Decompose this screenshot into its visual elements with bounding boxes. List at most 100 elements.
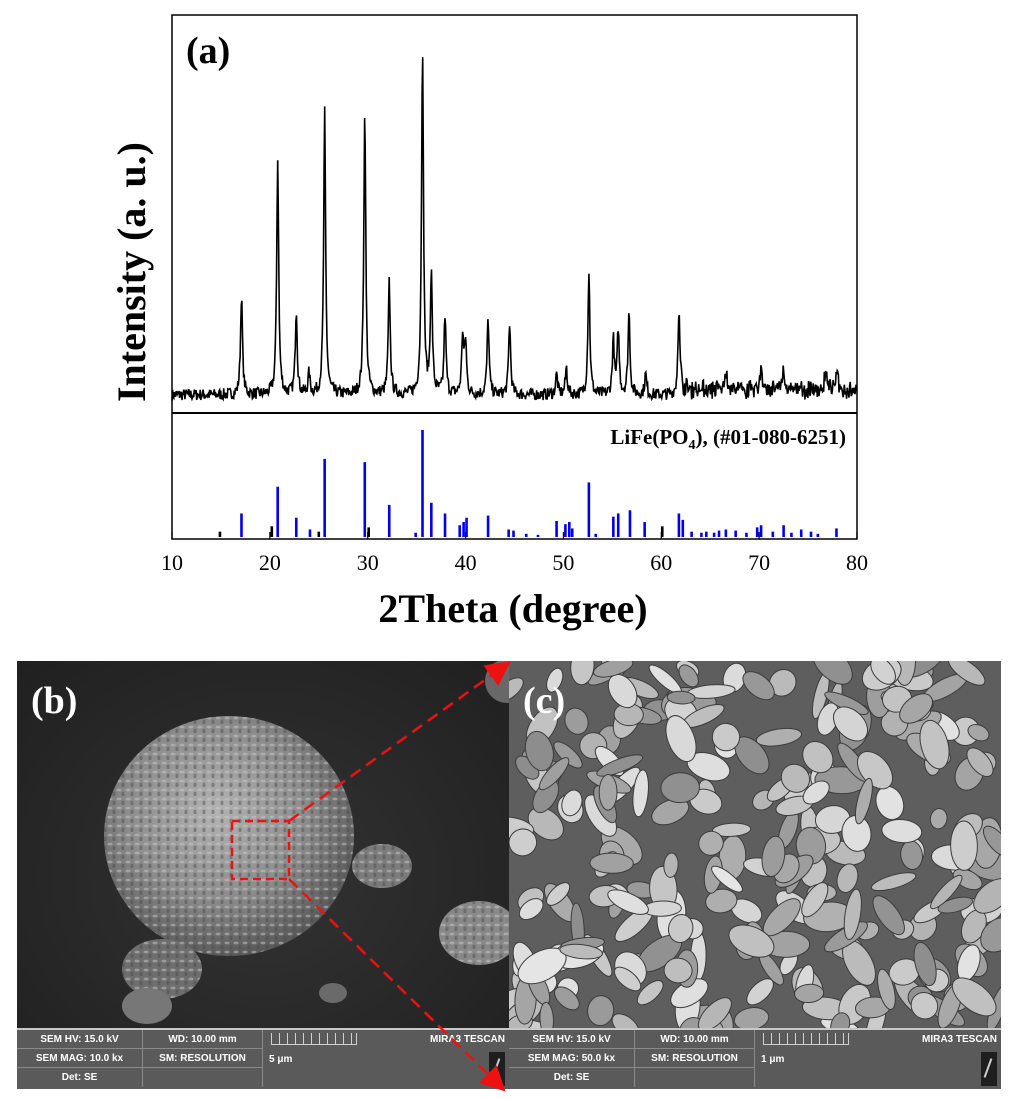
sem-mode-c: SM: RESOLUTION — [635, 1049, 755, 1068]
lfp-particle — [899, 693, 934, 724]
measured-xrd-line — [171, 57, 858, 402]
sem-info-bar-c: SEM HV: 15.0 kV WD: 10.00 mm MIRA3 TESCA… — [509, 1028, 1001, 1089]
lfp-particle — [982, 825, 1001, 857]
lfp-particle — [596, 754, 644, 777]
sem-det-c: Det: SE — [509, 1068, 635, 1087]
scale-bar-b — [271, 1033, 357, 1045]
lfp-particle — [711, 722, 741, 752]
x-tick-label: 40 — [455, 550, 477, 575]
lfp-particle — [663, 957, 693, 984]
lfp-particle — [570, 661, 595, 686]
x-tick-label: 50 — [552, 550, 574, 575]
lfp-particle — [667, 913, 694, 944]
x-tick-label: 80 — [846, 550, 868, 575]
lfp-particle — [607, 889, 649, 915]
lfp-particle — [973, 878, 1001, 914]
reference-legend: LiFe(PO4), (#01-080-6251) — [610, 425, 846, 453]
x-tick-label: 20 — [259, 550, 281, 575]
panel-a-label: (a) — [186, 30, 230, 72]
detector-icon — [489, 1052, 505, 1086]
lfp-particle — [913, 941, 937, 987]
lfp-particle — [632, 769, 649, 818]
lfp-particle — [877, 968, 896, 1010]
lfp-particle — [651, 798, 690, 826]
lfp-particle — [554, 986, 580, 1011]
sem-wd-b: WD: 10.00 mm — [143, 1030, 263, 1049]
lfp-particle — [698, 830, 724, 856]
lfp-particle — [812, 661, 853, 685]
lfp-particle — [967, 724, 990, 742]
sem-wd-c: WD: 10.00 mm — [635, 1030, 755, 1049]
lfp-particle — [663, 852, 679, 878]
lfp-particle — [561, 789, 583, 817]
scale-bar-c — [763, 1033, 849, 1045]
sem-hv-c: SEM HV: 15.0 kV — [509, 1030, 635, 1049]
lfp-particle — [613, 966, 642, 992]
lfp-particle — [980, 917, 1001, 953]
sem-mag-c: SEM MAG: 50.0 kx — [509, 1049, 635, 1068]
lfp-particle — [854, 777, 873, 825]
lfp-particle — [929, 808, 948, 830]
lfp-particle — [761, 835, 786, 878]
lfp-particle — [841, 814, 872, 852]
sem-hv-b: SEM HV: 15.0 kV — [17, 1030, 143, 1049]
sem-brand-b: MIRA3 TESCAN — [429, 1034, 505, 1045]
sem-micrograph-b — [17, 661, 509, 1089]
lfp-particle — [843, 888, 862, 941]
lfp-particle — [524, 730, 554, 772]
lfp-particle — [593, 661, 634, 678]
lfp-particle — [950, 820, 978, 871]
sem-micrograph-c — [509, 661, 1001, 1089]
lfp-particle — [509, 677, 524, 703]
sem-empty-cell-b — [143, 1068, 263, 1087]
x-tick-label: 60 — [650, 550, 672, 575]
lfp-particle — [509, 828, 538, 857]
lfp-particle — [587, 995, 615, 1027]
y-axis-label: Intensity (a. u.) — [109, 142, 154, 402]
lfp-particle — [666, 690, 696, 705]
panel-c-label: (c) — [523, 680, 566, 722]
x-tick-label: 70 — [748, 550, 770, 575]
lfp-particle — [711, 865, 743, 893]
lfp-particle — [930, 874, 963, 910]
lfp-particle — [870, 661, 896, 685]
lfp-particle — [518, 898, 544, 921]
sem-info-bar-b: SEM HV: 15.0 kV WD: 10.00 mm MIRA3 TESCA… — [17, 1028, 509, 1089]
lfp-particle — [559, 943, 603, 960]
xrd-chart: 10 20 30 40 50 60 70 80 (a) LiFe(PO4), (#01-080… — [109, 14, 868, 631]
sem-det-b: Det: SE — [17, 1068, 143, 1087]
lfp-particle — [711, 822, 752, 837]
lfp-particle — [728, 924, 775, 958]
lfp-particle — [832, 706, 869, 742]
lfp-particle — [870, 872, 917, 892]
lfp-particle — [636, 980, 664, 1006]
x-axis-label: 2Theta (degree) — [378, 586, 647, 631]
x-tick-label: 10 — [161, 550, 183, 575]
lfp-particle — [836, 863, 859, 894]
sem-image-c: (c) SEM HV: 15.0 kV WD: 10.00 mm MIRA3 T… — [509, 661, 1001, 1089]
lfp-particle — [872, 895, 905, 936]
lfp-particle — [948, 661, 986, 686]
lfp-particle — [780, 763, 811, 793]
lfp-particle — [794, 983, 825, 1004]
lfp-particle — [705, 888, 738, 914]
lfp-particle — [951, 977, 997, 1017]
lfp-particle — [538, 757, 570, 791]
lfp-particle — [665, 715, 697, 763]
lfp-particle — [952, 868, 983, 891]
lfp-particle — [966, 747, 994, 778]
lfp-particle — [755, 727, 803, 747]
sem-mag-b: SEM MAG: 10.0 kx — [17, 1049, 143, 1068]
lfp-particle — [742, 671, 775, 701]
lfp-particle — [660, 772, 700, 804]
detector-icon — [981, 1052, 997, 1086]
scale-label-b: 5 μm — [269, 1054, 293, 1065]
lfp-particle — [802, 780, 830, 805]
lfp-particle — [546, 667, 564, 693]
lfp-particle — [910, 991, 939, 1020]
lfp-particle — [598, 774, 618, 811]
lfp-particle — [589, 852, 634, 874]
lfp-particle — [801, 882, 829, 918]
sem-empty-cell-c — [635, 1068, 755, 1087]
lfp-particle — [564, 707, 589, 735]
